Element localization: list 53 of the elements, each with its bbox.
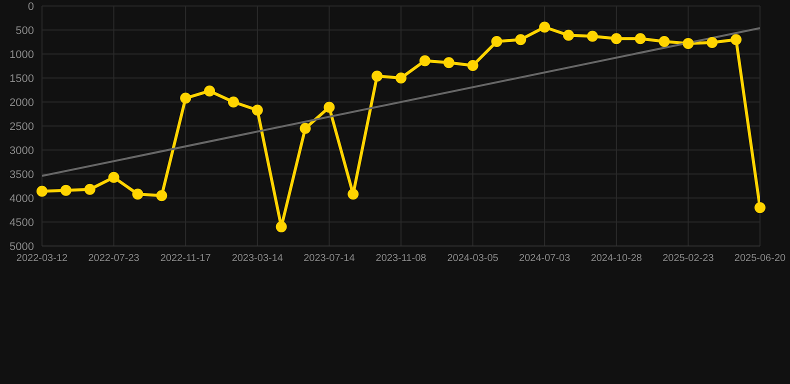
- point: [156, 190, 168, 202]
- point: [658, 36, 670, 48]
- x-tick-label: 2024-07-03: [519, 253, 571, 264]
- point: [419, 55, 430, 66]
- x-tick-label: 2023-07-14: [304, 253, 356, 264]
- y-tick-label: 3000: [10, 144, 34, 157]
- point: [634, 33, 646, 44]
- y-tick-label: 5000: [10, 240, 34, 253]
- y-tick-label: 500: [16, 24, 34, 37]
- point: [372, 70, 383, 82]
- point: [252, 104, 263, 116]
- x-tick-label: 2022-03-12: [16, 253, 68, 264]
- point: [396, 72, 406, 84]
- point: [682, 38, 694, 49]
- y-tick-label: 0: [28, 0, 34, 13]
- point: [443, 57, 454, 68]
- y-tick-label: 1500: [10, 72, 34, 85]
- point: [706, 36, 718, 48]
- y-tick-label: 3500: [10, 168, 34, 181]
- point: [586, 30, 598, 42]
- point: [610, 33, 622, 44]
- point: [563, 30, 574, 41]
- x-tick-label: 2022-07-23: [88, 253, 140, 264]
- y-tick-label: 4000: [10, 192, 34, 205]
- point: [84, 184, 96, 195]
- point: [324, 102, 335, 113]
- point: [36, 186, 48, 197]
- point: [491, 36, 502, 48]
- point: [348, 188, 359, 200]
- point: [300, 122, 311, 134]
- point: [108, 172, 120, 183]
- point: [132, 188, 144, 200]
- point: [539, 22, 550, 33]
- x-tick-label: 2023-11-08: [376, 253, 427, 264]
- point: [276, 221, 287, 232]
- y-tick-label: 2000: [10, 96, 34, 109]
- y-tick-label: 2500: [10, 120, 34, 133]
- point: [204, 85, 216, 96]
- x-tick-label: 2025-02-23: [662, 253, 714, 264]
- point: [754, 202, 766, 214]
- y-tick-label: 1000: [10, 48, 34, 61]
- y-tick-label: 4500: [10, 216, 34, 229]
- x-tick-label: 2025-06-20: [734, 253, 786, 264]
- x-tick-label: 2024-03-05: [447, 253, 499, 264]
- point: [730, 34, 742, 46]
- x-tick-label: 2023-03-14: [232, 253, 284, 264]
- point: [60, 184, 72, 196]
- point: [467, 60, 478, 72]
- point: [228, 96, 239, 108]
- x-tick-label: 2022-11-17: [160, 253, 212, 264]
- point: [515, 34, 526, 46]
- point: [180, 92, 192, 104]
- x-tick-label: 2024-10-28: [590, 253, 642, 264]
